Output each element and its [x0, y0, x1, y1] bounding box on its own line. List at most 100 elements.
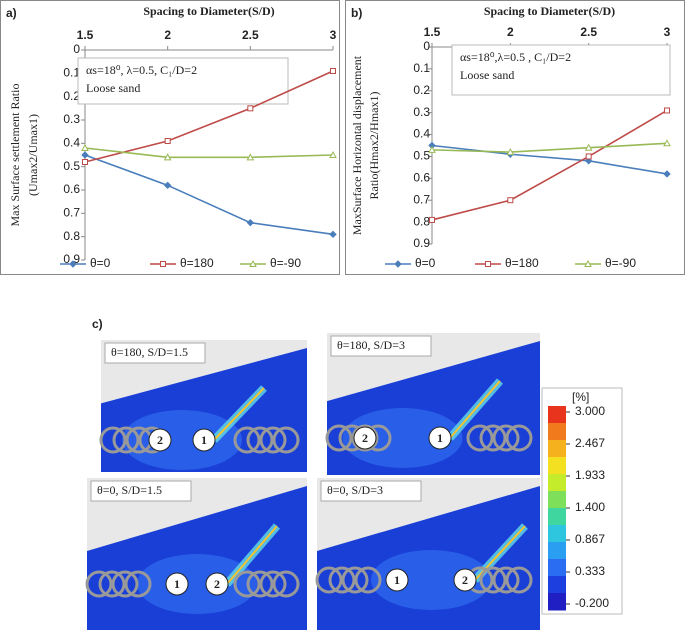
- colorbar-tick-label: 1.400: [575, 500, 605, 514]
- data-point: [81, 143, 89, 151]
- pile: [148, 428, 172, 452]
- data-point: [584, 143, 593, 151]
- caption-box: [104, 342, 206, 364]
- image-caption: θ=180, S/D=1.5: [111, 345, 188, 359]
- legend-marker: [485, 261, 491, 267]
- pile: [428, 426, 452, 450]
- colorbar-band: [548, 542, 566, 560]
- colorbar-band: [548, 457, 566, 475]
- annotation-box: [451, 44, 671, 96]
- shear-band: [213, 387, 265, 441]
- strain-zone: [342, 408, 463, 468]
- colorbar-tick-label: 3.000: [575, 404, 605, 418]
- x-tick-label: 1.5: [424, 25, 441, 39]
- y-tick-label: 0.2: [63, 89, 80, 103]
- x-tick-label: 3: [664, 25, 671, 39]
- tunnel-ring: [351, 424, 379, 452]
- data-point: [664, 107, 670, 114]
- caption-box: [90, 480, 192, 502]
- image-caption: θ=0, S/D=1.5: [97, 483, 162, 497]
- x-tick-label: 2: [507, 25, 514, 39]
- colorbar-band: [548, 559, 566, 577]
- colorbar-band: [548, 525, 566, 543]
- y-tick-label: 0.3: [63, 112, 80, 126]
- y-tick-label: 0: [423, 39, 430, 53]
- tunnel-ring: [259, 570, 287, 598]
- y-tick-label: 0.7: [63, 206, 80, 220]
- legend-label: θ=180: [505, 256, 539, 270]
- y-axis-title: (Umax2/Umax1): [26, 114, 40, 196]
- data-point: [329, 230, 337, 239]
- y-tick-label: 0.4: [413, 127, 430, 141]
- image-caption: θ=0, S/D=3: [327, 483, 383, 497]
- series-line: [431, 144, 668, 175]
- strain-zone: [137, 554, 257, 614]
- y-tick-label: 0.1: [63, 66, 80, 80]
- data-point: [330, 68, 336, 74]
- data-point: [428, 145, 436, 153]
- y-tick-label: 0.6: [413, 171, 430, 185]
- y-tick-label: 0.4: [63, 136, 80, 150]
- data-point: [247, 105, 254, 112]
- data-point: [81, 151, 89, 159]
- annotation-box: [77, 57, 289, 105]
- colorbar-tick-label: 0.867: [575, 532, 605, 546]
- x-axis-title: Spacing to Diameter(S/D): [484, 4, 615, 18]
- tunnel-ring: [112, 426, 140, 454]
- tunnel-ring: [272, 570, 300, 598]
- caption-box: [320, 480, 422, 502]
- data-point: [163, 153, 172, 161]
- colorbar-band: [548, 576, 566, 594]
- panel-label: b): [351, 6, 362, 20]
- colorbar-band: [548, 423, 566, 441]
- y-tick-label: 0.5: [413, 149, 430, 163]
- tunnel-ring: [233, 570, 261, 598]
- legend-marker: [394, 260, 402, 268]
- caption-box: [330, 335, 432, 357]
- annotation: αs=18⁰, λ=0.5, C₁/D=2: [86, 63, 197, 77]
- tunnel-ring: [315, 566, 343, 594]
- tunnel-ring: [492, 566, 520, 594]
- tunnel-ring: [328, 566, 356, 594]
- y-tick-label: 0.8: [413, 214, 430, 228]
- x-tick-label: 2: [164, 28, 171, 42]
- y-axis-title: MaxSurface Horizontal displacement: [350, 55, 364, 235]
- y-tick-label: 0.1: [413, 61, 430, 75]
- y-axis-title: Max Surface settlement Ratio: [8, 84, 22, 227]
- x-tick-label: 2.5: [580, 25, 597, 39]
- legend-marker: [160, 261, 166, 267]
- data-point: [246, 153, 255, 161]
- pile-label: 1: [437, 431, 443, 445]
- x-tick-label: 3: [330, 28, 337, 42]
- data-point: [663, 139, 671, 147]
- tunnel-ring: [479, 566, 507, 594]
- data-point: [163, 181, 172, 190]
- pile-label: 2: [214, 577, 220, 591]
- annotation: αs=18⁰,λ=0.5 , C₁/D=2: [460, 50, 571, 64]
- series-line: [431, 109, 668, 221]
- y-tick-label: 0: [73, 42, 80, 56]
- data-point: [82, 159, 88, 165]
- legend-marker: [249, 259, 257, 267]
- tunnel-ring: [85, 570, 113, 598]
- tunnel-ring: [505, 424, 533, 452]
- y-tick-label: 0.9: [413, 236, 430, 250]
- pile: [353, 426, 377, 450]
- series-line: [431, 142, 668, 153]
- pile-label: 2: [362, 431, 368, 445]
- y-tick-label: 0.7: [413, 192, 430, 206]
- tunnel-ring: [124, 570, 152, 598]
- y-axis-title: Ratio(Hmax2/Hmax1): [367, 92, 381, 200]
- colorbar-band: [548, 406, 566, 424]
- annotation: Loose sand: [460, 68, 514, 82]
- pile: [385, 568, 409, 592]
- legend-label: θ=180: [180, 256, 214, 270]
- panel-frame: [0, 0, 340, 275]
- shear-band: [449, 380, 501, 439]
- data-point: [246, 218, 255, 227]
- y-tick-label: 0.9: [63, 252, 80, 266]
- data-point: [506, 148, 515, 156]
- tunnel-ring: [246, 426, 274, 454]
- pile-label: 2: [462, 573, 468, 587]
